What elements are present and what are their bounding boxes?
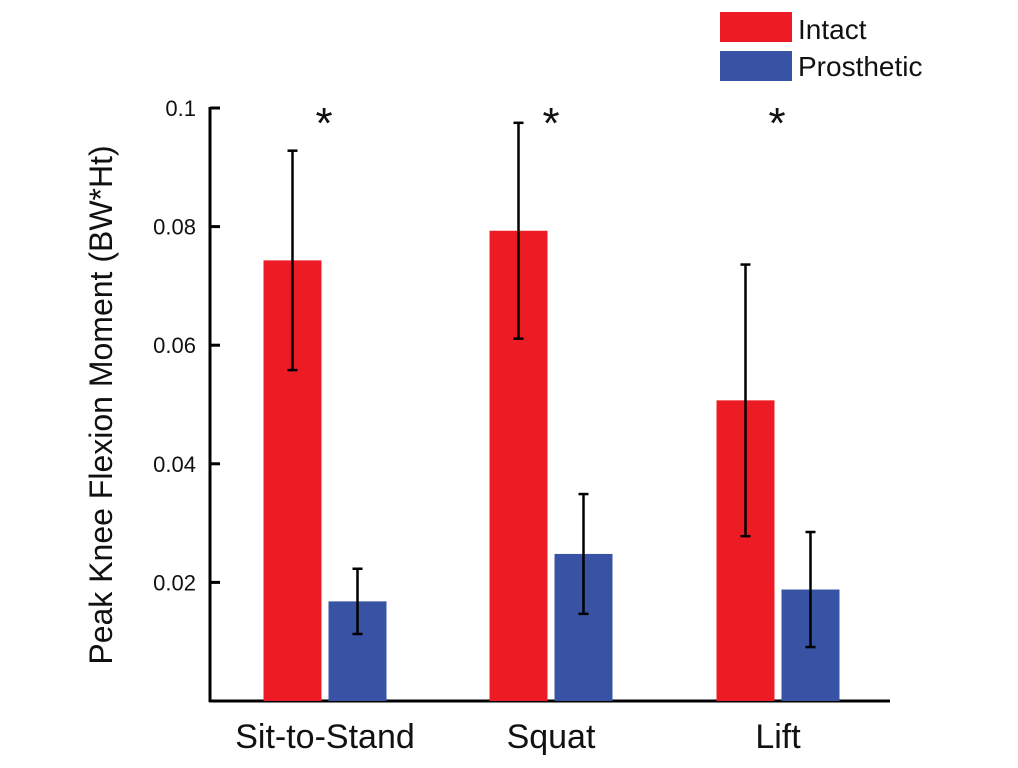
- legend-swatch-prosthetic: [720, 51, 792, 81]
- y-axis-title: Peak Knee Flexion Moment (BW*Ht): [83, 145, 119, 664]
- y-ticks: 0.02 0.04 0.06 0.08 0.1: [153, 96, 220, 595]
- legend-label-intact: Intact: [798, 14, 867, 45]
- y-tick-label: 0.08: [153, 215, 196, 240]
- y-tick-label: 0.06: [153, 333, 196, 358]
- bars: [263, 230, 840, 701]
- y-tick-label: 0.1: [165, 96, 196, 121]
- significance-star: *: [768, 99, 785, 148]
- significance-star: *: [315, 99, 332, 148]
- significance-markers: * * *: [315, 99, 785, 148]
- x-category-label: Squat: [507, 718, 596, 756]
- y-tick-label: 0.02: [153, 570, 196, 595]
- legend: Intact Prosthetic: [720, 12, 923, 82]
- category-labels: Sit-to-Stand Squat Lift: [235, 718, 801, 756]
- legend-swatch-intact: [720, 12, 792, 42]
- x-category-label: Sit-to-Stand: [235, 718, 415, 756]
- significance-star: *: [542, 99, 559, 148]
- y-axis-title-group: Peak Knee Flexion Moment (BW*Ht): [83, 145, 119, 664]
- legend-label-prosthetic: Prosthetic: [798, 51, 923, 82]
- x-category-label: Lift: [755, 718, 801, 756]
- error-bars: [287, 121, 816, 649]
- y-tick-label: 0.04: [153, 452, 196, 477]
